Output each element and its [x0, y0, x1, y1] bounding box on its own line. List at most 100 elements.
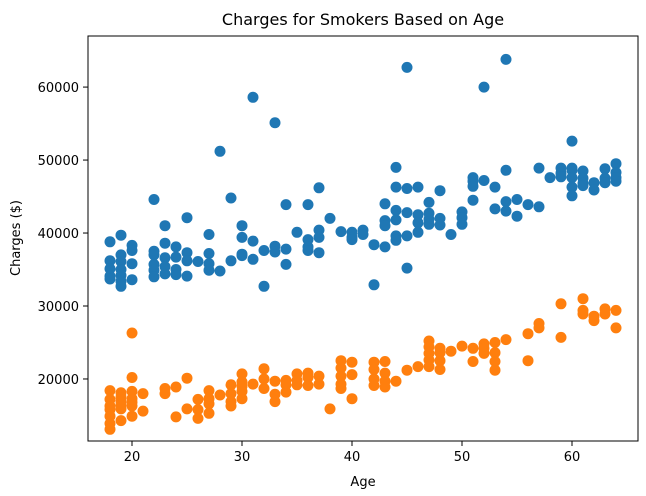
- scatter-point-series-1: [280, 258, 292, 270]
- points-layer: [104, 53, 622, 435]
- scatter-point-series-1: [533, 201, 545, 213]
- scatter-point-series-1: [357, 229, 369, 240]
- scatter-point-series-1: [302, 199, 314, 211]
- scatter-point-series-1: [379, 220, 391, 232]
- scatter-point-series-2: [489, 347, 501, 359]
- scatter-point-series-1: [203, 248, 215, 259]
- scatter-point-series-2: [500, 334, 512, 346]
- scatter-point-series-2: [236, 368, 248, 380]
- scatter-point-series-1: [390, 204, 402, 216]
- scatter-point-series-1: [214, 265, 226, 277]
- scatter-point-series-1: [291, 226, 303, 238]
- scatter-point-series-2: [269, 375, 281, 387]
- scatter-point-series-1: [423, 218, 435, 230]
- scatter-point-series-2: [610, 304, 622, 316]
- scatter-point-series-1: [445, 229, 457, 240]
- scatter-point-series-1: [115, 280, 127, 292]
- scatter-point-series-2: [434, 347, 446, 359]
- scatter-point-series-1: [148, 271, 160, 283]
- scatter-point-series-1: [412, 209, 424, 221]
- scatter-point-series-2: [225, 388, 237, 400]
- scatter-point-series-1: [401, 207, 413, 219]
- scatter-point-series-2: [522, 328, 534, 340]
- scatter-point-series-1: [401, 262, 413, 274]
- scatter-point-series-1: [566, 172, 578, 184]
- scatter-point-series-1: [313, 231, 325, 243]
- scatter-point-series-1: [379, 241, 391, 253]
- scatter-point-series-2: [313, 370, 325, 382]
- scatter-point-series-1: [159, 237, 171, 249]
- scatter-point-series-1: [126, 274, 138, 286]
- scatter-point-series-2: [214, 389, 226, 401]
- scatter-point-series-2: [379, 356, 391, 367]
- scatter-point-series-1: [390, 234, 402, 246]
- scatter-point-series-2: [258, 373, 270, 385]
- scatter-point-series-2: [588, 315, 600, 327]
- scatter-point-series-1: [544, 172, 556, 184]
- scatter-point-series-2: [577, 308, 589, 320]
- scatter-point-series-2: [291, 379, 303, 391]
- scatter-point-series-1: [269, 117, 281, 129]
- scatter-point-series-2: [346, 356, 358, 368]
- scatter-point-series-1: [368, 239, 380, 251]
- scatter-point-series-2: [467, 342, 479, 354]
- scatter-point-series-2: [225, 379, 237, 391]
- scatter-point-series-2: [368, 364, 380, 375]
- scatter-point-series-2: [390, 375, 402, 387]
- y-tick-label: 30000: [38, 300, 79, 315]
- y-tick-label: 50000: [38, 154, 79, 169]
- scatter-point-series-1: [115, 256, 127, 267]
- scatter-point-series-2: [258, 363, 270, 375]
- scatter-point-series-1: [247, 91, 259, 103]
- x-tick-label: 40: [344, 450, 361, 465]
- chart-title: Charges for Smokers Based on Age: [222, 10, 504, 29]
- scatter-point-series-2: [313, 378, 325, 390]
- scatter-point-series-2: [247, 378, 259, 390]
- scatter-point-series-2: [412, 361, 424, 373]
- scatter-point-series-1: [478, 175, 490, 186]
- scatter-point-series-1: [280, 243, 292, 255]
- scatter-point-series-2: [192, 404, 204, 416]
- scatter-point-series-2: [203, 398, 215, 410]
- x-tick-label: 20: [124, 450, 141, 465]
- scatter-point-series-1: [434, 219, 446, 231]
- scatter-point-series-1: [500, 205, 512, 217]
- y-axis: 20000 30000 40000 50000 60000: [38, 81, 88, 388]
- x-tick-label: 60: [564, 450, 581, 465]
- scatter-point-series-1: [192, 256, 204, 267]
- scatter-point-series-1: [489, 181, 501, 193]
- scatter-point-series-2: [335, 362, 347, 374]
- scatter-point-series-2: [104, 385, 116, 397]
- scatter-point-series-2: [533, 322, 545, 334]
- scatter-point-series-1: [247, 235, 259, 247]
- scatter-point-series-1: [467, 194, 479, 206]
- scatter-point-series-1: [511, 194, 523, 205]
- scatter-point-series-1: [533, 162, 545, 174]
- y-tick-label: 60000: [38, 81, 79, 96]
- scatter-point-series-1: [401, 183, 413, 194]
- scatter-point-series-1: [170, 269, 182, 281]
- scatter-point-series-1: [159, 268, 171, 280]
- scatter-point-series-1: [159, 220, 171, 232]
- scatter-point-series-1: [599, 177, 611, 189]
- scatter-point-series-1: [115, 229, 127, 241]
- scatter-point-series-2: [126, 410, 138, 422]
- scatter-point-series-1: [302, 245, 314, 256]
- scatter-point-series-2: [434, 355, 446, 367]
- scatter-point-series-2: [489, 356, 501, 367]
- scatter-point-series-1: [181, 270, 193, 282]
- scatter-point-series-1: [214, 145, 226, 157]
- scatter-point-series-2: [115, 403, 127, 415]
- scatter-point-series-1: [181, 247, 193, 259]
- scatter-point-series-2: [137, 405, 149, 417]
- scatter-point-series-1: [181, 255, 193, 267]
- scatter-point-series-2: [126, 400, 138, 412]
- scatter-point-series-2: [335, 383, 347, 394]
- scatter-point-series-2: [170, 381, 182, 393]
- scatter-point-series-2: [456, 340, 468, 352]
- scatter-point-series-1: [588, 184, 600, 196]
- scatter-point-series-1: [467, 180, 479, 192]
- scatter-point-series-1: [313, 182, 325, 194]
- scatter-point-series-1: [269, 246, 281, 258]
